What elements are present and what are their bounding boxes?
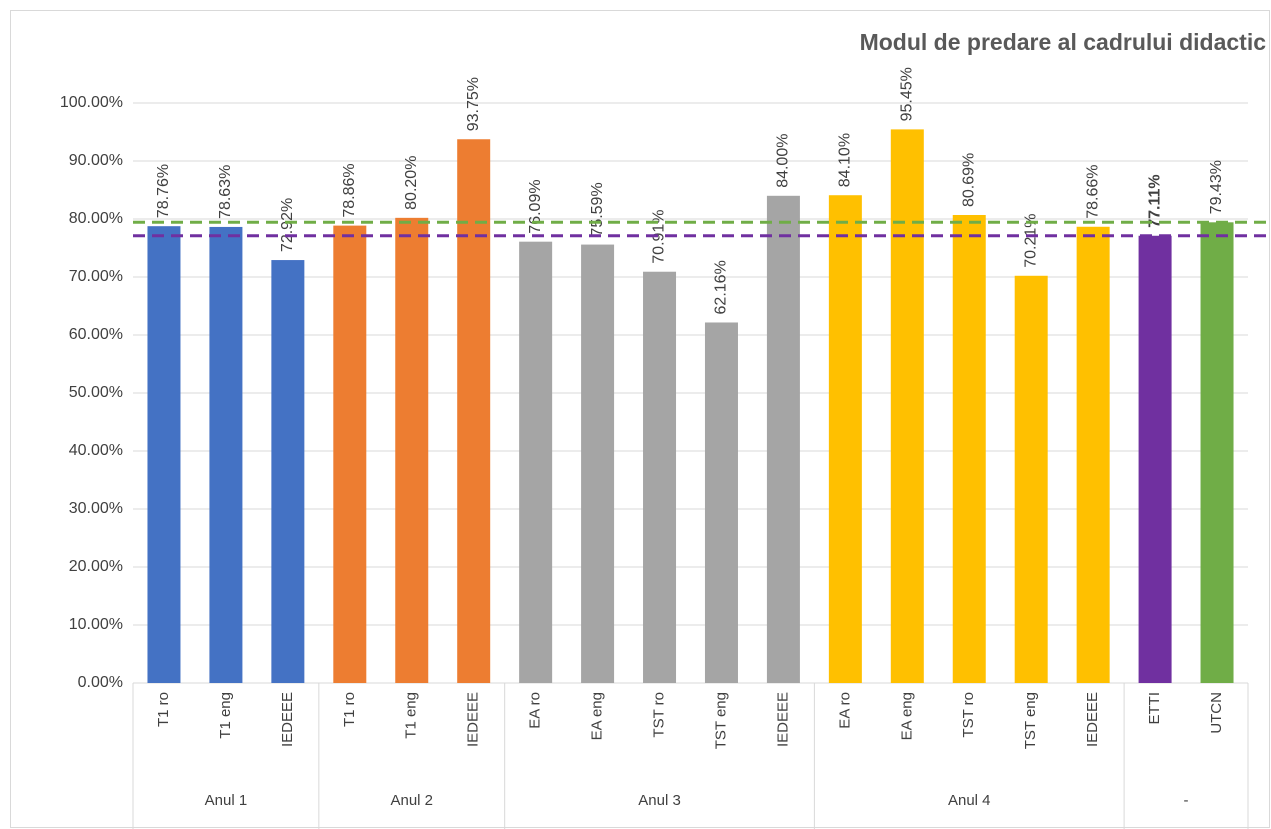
bar (1076, 226, 1110, 683)
value-label: 80.20% (403, 156, 420, 210)
bar (952, 214, 986, 684)
y-tick-label: 30.00% (69, 500, 123, 517)
value-label: 80.69% (960, 153, 977, 207)
bar (643, 271, 677, 683)
group-label: Anul 2 (390, 792, 433, 809)
group-label: - (1184, 792, 1189, 809)
value-label: 78.76% (155, 164, 172, 218)
bar (704, 322, 738, 683)
x-tick-label: EA ro (836, 692, 853, 729)
value-label: 78.63% (217, 165, 234, 219)
bar (766, 195, 800, 684)
bar (1138, 235, 1172, 683)
bar (1014, 275, 1048, 683)
bar (828, 195, 862, 683)
bar (1200, 222, 1234, 683)
value-label: 78.86% (341, 163, 358, 217)
x-tick-label: EA ro (527, 692, 544, 729)
x-tick-label: TST eng (712, 692, 729, 749)
x-tick-label: T1 eng (403, 692, 420, 739)
y-tick-label: 0.00% (78, 674, 123, 691)
chart-title: Modul de predare al cadrului didactic (860, 29, 1267, 55)
value-label: 84.10% (837, 133, 854, 187)
chart-border (10, 10, 1270, 828)
y-tick-label: 40.00% (69, 442, 123, 459)
x-tick-label: IEDEEE (465, 692, 482, 747)
y-tick-label: 70.00% (69, 268, 123, 285)
value-label: 84.00% (775, 134, 792, 188)
bar (209, 226, 243, 684)
y-tick-label: 60.00% (69, 326, 123, 343)
x-tick-label: EA eng (898, 692, 915, 740)
x-tick-label: EA eng (589, 692, 606, 740)
x-tick-label: ETTI (1146, 692, 1163, 725)
bar (395, 217, 429, 683)
x-tick-label: T1 eng (217, 692, 234, 739)
x-tick-label: IEDEEE (774, 692, 791, 747)
x-tick-label: T1 ro (341, 692, 358, 727)
y-tick-label: 80.00% (69, 210, 123, 227)
value-label: 70.21% (1022, 214, 1039, 268)
value-label: 72.92% (279, 198, 296, 252)
bar (271, 260, 305, 683)
group-label: Anul 1 (205, 792, 248, 809)
y-tick-label: 50.00% (69, 384, 123, 401)
y-tick-label: 20.00% (69, 558, 123, 575)
x-tick-label: TST ro (650, 692, 667, 738)
bar (890, 129, 924, 683)
value-label: 77.11% (1146, 174, 1163, 227)
bar (457, 139, 491, 683)
value-label: 93.75% (465, 77, 482, 131)
y-tick-label: 10.00% (69, 616, 123, 633)
bar (519, 241, 553, 684)
x-tick-label: UTCN (1208, 692, 1225, 734)
value-label: 95.45% (899, 67, 916, 121)
x-tick-label: IEDEEE (1084, 692, 1101, 747)
bar (581, 244, 615, 683)
x-tick-label: T1 ro (155, 692, 172, 727)
group-label: Anul 3 (638, 792, 681, 809)
y-tick-label: 100.00% (60, 94, 123, 111)
value-label: 62.16% (713, 260, 730, 314)
bar (147, 226, 181, 683)
x-tick-label: TST ro (960, 692, 977, 738)
value-label: 78.66% (1084, 165, 1101, 219)
value-label: 79.43% (1208, 160, 1225, 214)
x-tick-label: TST eng (1022, 692, 1039, 749)
x-tick-label: IEDEEE (279, 692, 296, 747)
value-label: 75.59% (589, 182, 606, 236)
y-tick-label: 90.00% (69, 152, 123, 169)
group-label: Anul 4 (948, 792, 991, 809)
value-label: 76.09% (527, 179, 544, 233)
bar (333, 225, 367, 683)
